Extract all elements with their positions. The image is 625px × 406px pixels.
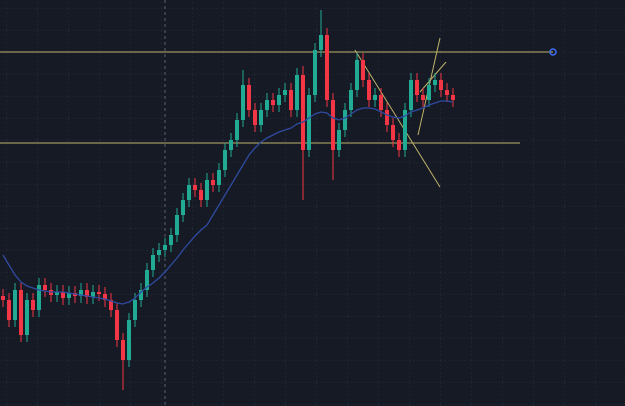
candle-body bbox=[253, 110, 257, 125]
candle-body bbox=[19, 290, 23, 335]
candle-body bbox=[205, 180, 209, 200]
candle-body bbox=[451, 95, 455, 100]
candle-body bbox=[193, 185, 197, 190]
candle-body bbox=[55, 292, 59, 295]
candle-body bbox=[145, 270, 149, 290]
candle-body bbox=[223, 150, 227, 170]
candle-body bbox=[217, 170, 221, 185]
candle-body bbox=[427, 85, 431, 100]
candle-body bbox=[349, 90, 353, 110]
candle-body bbox=[373, 95, 377, 100]
candle-body bbox=[325, 35, 329, 100]
candle-body bbox=[259, 110, 263, 125]
candle-body bbox=[439, 80, 443, 90]
candle-body bbox=[415, 80, 419, 95]
candle-body bbox=[37, 285, 41, 310]
candle-body bbox=[403, 110, 407, 150]
candle-body bbox=[343, 110, 347, 130]
trend-line bbox=[419, 61, 447, 93]
candle-body bbox=[181, 200, 185, 215]
candle-body bbox=[187, 185, 191, 200]
candle-body bbox=[409, 80, 413, 110]
candle-body bbox=[295, 75, 299, 110]
candle-body bbox=[289, 90, 293, 110]
candle-body bbox=[163, 245, 167, 250]
candle-body bbox=[133, 300, 137, 320]
candle-body bbox=[301, 75, 305, 150]
candle-body bbox=[211, 180, 215, 185]
candle-body bbox=[43, 285, 47, 290]
candle-body bbox=[277, 95, 281, 105]
candle-body bbox=[121, 340, 125, 360]
candle-body bbox=[1, 296, 5, 300]
candle-body bbox=[25, 300, 29, 335]
moving-average bbox=[2, 100, 454, 305]
candle-body bbox=[127, 320, 131, 360]
candle-body bbox=[235, 120, 239, 140]
candle-body bbox=[91, 292, 95, 297]
candle-body bbox=[61, 292, 65, 298]
candle-body bbox=[421, 95, 425, 100]
candle-body bbox=[67, 293, 71, 298]
level-handle bbox=[549, 48, 557, 56]
candle-body bbox=[397, 140, 401, 150]
candle-body bbox=[109, 300, 113, 310]
candle-body bbox=[391, 125, 395, 140]
candle-body bbox=[229, 140, 233, 150]
candle-body bbox=[97, 292, 101, 294]
candle-body bbox=[283, 90, 287, 95]
candle-body bbox=[379, 95, 383, 110]
candle-body bbox=[271, 100, 275, 105]
candle-body bbox=[265, 100, 269, 110]
candle-body bbox=[79, 290, 83, 296]
trend-line bbox=[354, 49, 441, 188]
candle-body bbox=[31, 300, 35, 310]
candle-body bbox=[139, 290, 143, 300]
candle-body bbox=[319, 35, 323, 50]
candle-body bbox=[175, 215, 179, 235]
candle-body bbox=[331, 100, 335, 150]
candle-body bbox=[445, 90, 449, 95]
candle-body bbox=[433, 80, 437, 85]
candle-body bbox=[337, 130, 341, 150]
candle-body bbox=[361, 60, 365, 80]
candle-body bbox=[385, 110, 389, 125]
candle-body bbox=[85, 290, 89, 297]
candle-body bbox=[103, 294, 107, 300]
candle-body bbox=[13, 290, 17, 320]
candle-body bbox=[151, 255, 155, 270]
candle-body bbox=[199, 190, 203, 200]
candle-body bbox=[247, 85, 251, 110]
candle-body bbox=[307, 95, 311, 150]
candle-body bbox=[115, 310, 119, 340]
candle-body bbox=[169, 235, 173, 245]
candle-body bbox=[241, 85, 245, 120]
candle-body bbox=[355, 60, 359, 90]
candle-body bbox=[367, 80, 371, 100]
candle-body bbox=[157, 250, 161, 255]
candle-body bbox=[7, 300, 11, 320]
candle-body bbox=[313, 50, 317, 95]
